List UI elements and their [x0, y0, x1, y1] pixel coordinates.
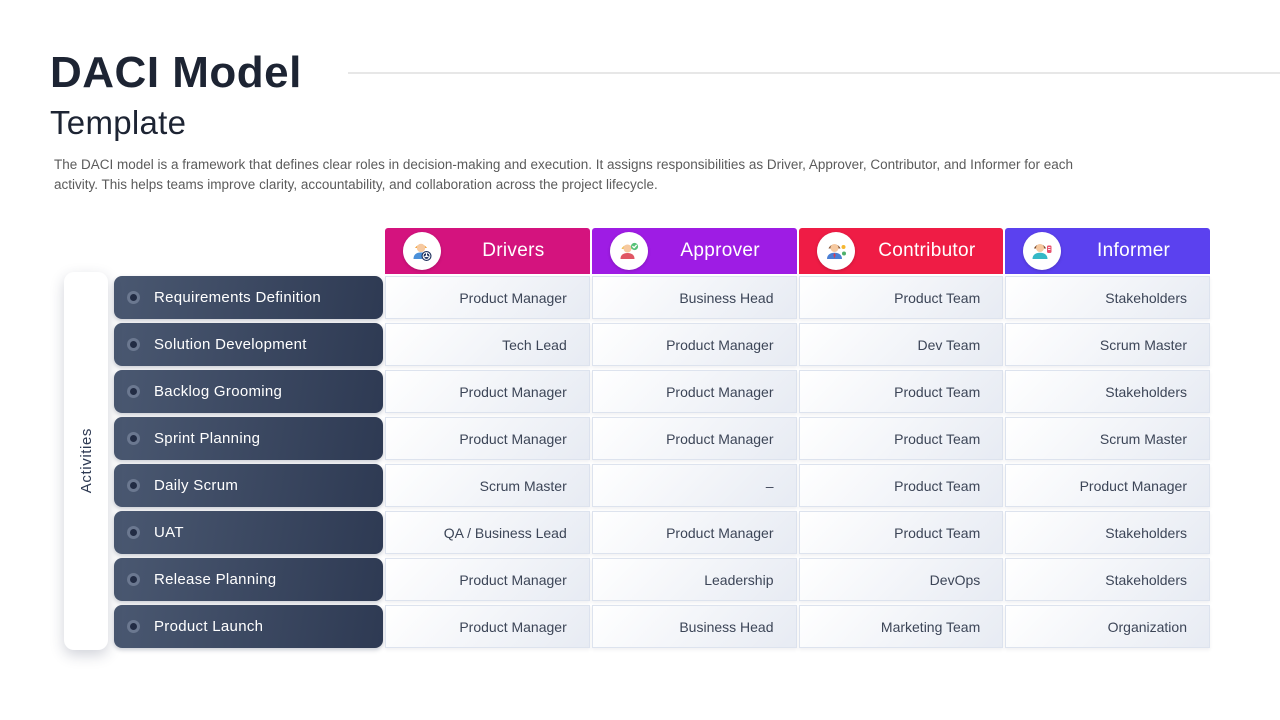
- table-header-row: Drivers Approver: [385, 228, 1210, 274]
- approver-icon: [609, 232, 648, 270]
- driver-cell: Product Manager: [385, 558, 590, 601]
- table-row: Sprint Planning Product Manager Product Ma…: [64, 417, 1210, 460]
- contributor-cell: Product Team: [798, 464, 1004, 507]
- table-row: Daily Scrum Scrum Master – Product Team Prod…: [64, 464, 1210, 507]
- activity-label: Daily Scrum: [154, 477, 239, 494]
- activity-label: Product Launch: [154, 618, 264, 635]
- activity-label: Requirements Definition: [154, 289, 321, 306]
- contributor-cell: Product Team: [798, 370, 1004, 413]
- table-body: Requirements Definition Product Manager Bu…: [64, 276, 1210, 648]
- bullet-icon: [127, 338, 140, 351]
- page-subtitle: Template: [50, 104, 187, 141]
- activity-cell: Daily Scrum: [114, 464, 383, 507]
- informer-cell: Scrum Master: [1005, 323, 1210, 366]
- table-row: Requirements Definition Product Manager Bu…: [64, 276, 1210, 319]
- driver-cell: Product Manager: [385, 417, 590, 460]
- activity-cell: Solution Development: [114, 323, 383, 366]
- activities-rail: Activities: [64, 272, 108, 650]
- contributor-cell: Dev Team: [798, 323, 1004, 366]
- driver-cell: Product Manager: [385, 370, 590, 413]
- contributor-cell: DevOps: [798, 558, 1004, 601]
- driver-cell: Product Manager: [385, 276, 590, 319]
- activity-label: UAT: [154, 524, 184, 541]
- informer-cell: Stakeholders: [1005, 370, 1210, 413]
- column-label: Informer: [1097, 240, 1171, 261]
- approver-cell: Business Head: [591, 276, 797, 319]
- activity-cell: Product Launch: [114, 605, 383, 648]
- driver-cell: Scrum Master: [385, 464, 590, 507]
- driver-cell: QA / Business Lead: [385, 511, 590, 554]
- bullet-icon: [127, 573, 140, 586]
- approver-cell: –: [591, 464, 797, 507]
- activity-cell: Requirements Definition: [114, 276, 383, 319]
- approver-cell: Product Manager: [591, 417, 797, 460]
- approver-cell: Business Head: [591, 605, 797, 648]
- driver-cell: Product Manager: [385, 605, 590, 648]
- approver-cell: Product Manager: [591, 370, 797, 413]
- daci-table: Drivers Approver: [64, 228, 1210, 650]
- bullet-icon: [127, 479, 140, 492]
- column-label: Contributor: [878, 240, 976, 261]
- contributor-cell: Product Team: [798, 511, 1004, 554]
- column-header-informer: Informer: [1005, 228, 1210, 274]
- column-label: Approver: [680, 240, 760, 261]
- approver-cell: Leadership: [591, 558, 797, 601]
- activity-label: Backlog Grooming: [154, 383, 283, 400]
- activity-label: Sprint Planning: [154, 430, 261, 447]
- bullet-icon: [127, 385, 140, 398]
- contributor-cell: Product Team: [798, 276, 1004, 319]
- activity-cell: UAT: [114, 511, 383, 554]
- informer-cell: Stakeholders: [1005, 558, 1210, 601]
- page-title: DACI Model: [50, 48, 302, 97]
- driver-cell: Tech Lead: [385, 323, 590, 366]
- table-row: Backlog Grooming Product Manager Product M…: [64, 370, 1210, 413]
- approver-cell: Product Manager: [591, 323, 797, 366]
- driver-icon: [403, 232, 441, 270]
- title-divider-line: [348, 72, 1280, 74]
- activities-label: Activities: [77, 428, 95, 494]
- column-header-approver: Approver: [591, 228, 797, 274]
- table-row: UAT QA / Business Lead Product Manager Prod…: [64, 511, 1210, 554]
- approver-cell: Product Manager: [591, 511, 797, 554]
- column-header-contributor: Contributor: [798, 228, 1004, 274]
- informer-cell: Stakeholders: [1005, 276, 1210, 319]
- informer-cell: Scrum Master: [1005, 417, 1210, 460]
- activity-label: Release Planning: [154, 571, 277, 588]
- informer-cell: Product Manager: [1005, 464, 1210, 507]
- informer-cell: Stakeholders: [1005, 511, 1210, 554]
- table-row: Product Launch Product Manager Business He…: [64, 605, 1210, 648]
- page-description: The DACI model is a framework that defin…: [54, 157, 1073, 192]
- informer-cell: Organization: [1005, 605, 1210, 648]
- activity-cell: Sprint Planning: [114, 417, 383, 460]
- bullet-icon: [127, 432, 140, 445]
- informer-icon: [1023, 232, 1062, 270]
- bullet-icon: [127, 620, 140, 633]
- table-row: Solution Development Tech Lead Product Man…: [64, 323, 1210, 366]
- activity-cell: Backlog Grooming: [114, 370, 383, 413]
- contributor-icon: [816, 232, 855, 270]
- column-header-drivers: Drivers: [385, 228, 590, 274]
- bullet-icon: [127, 291, 140, 304]
- contributor-cell: Product Team: [798, 417, 1004, 460]
- table-row: Release Planning Product Manager Leadershi…: [64, 558, 1210, 601]
- contributor-cell: Marketing Team: [798, 605, 1004, 648]
- column-label: Drivers: [482, 240, 545, 261]
- activity-label: Solution Development: [154, 336, 307, 353]
- activity-cell: Release Planning: [114, 558, 383, 601]
- bullet-icon: [127, 526, 140, 539]
